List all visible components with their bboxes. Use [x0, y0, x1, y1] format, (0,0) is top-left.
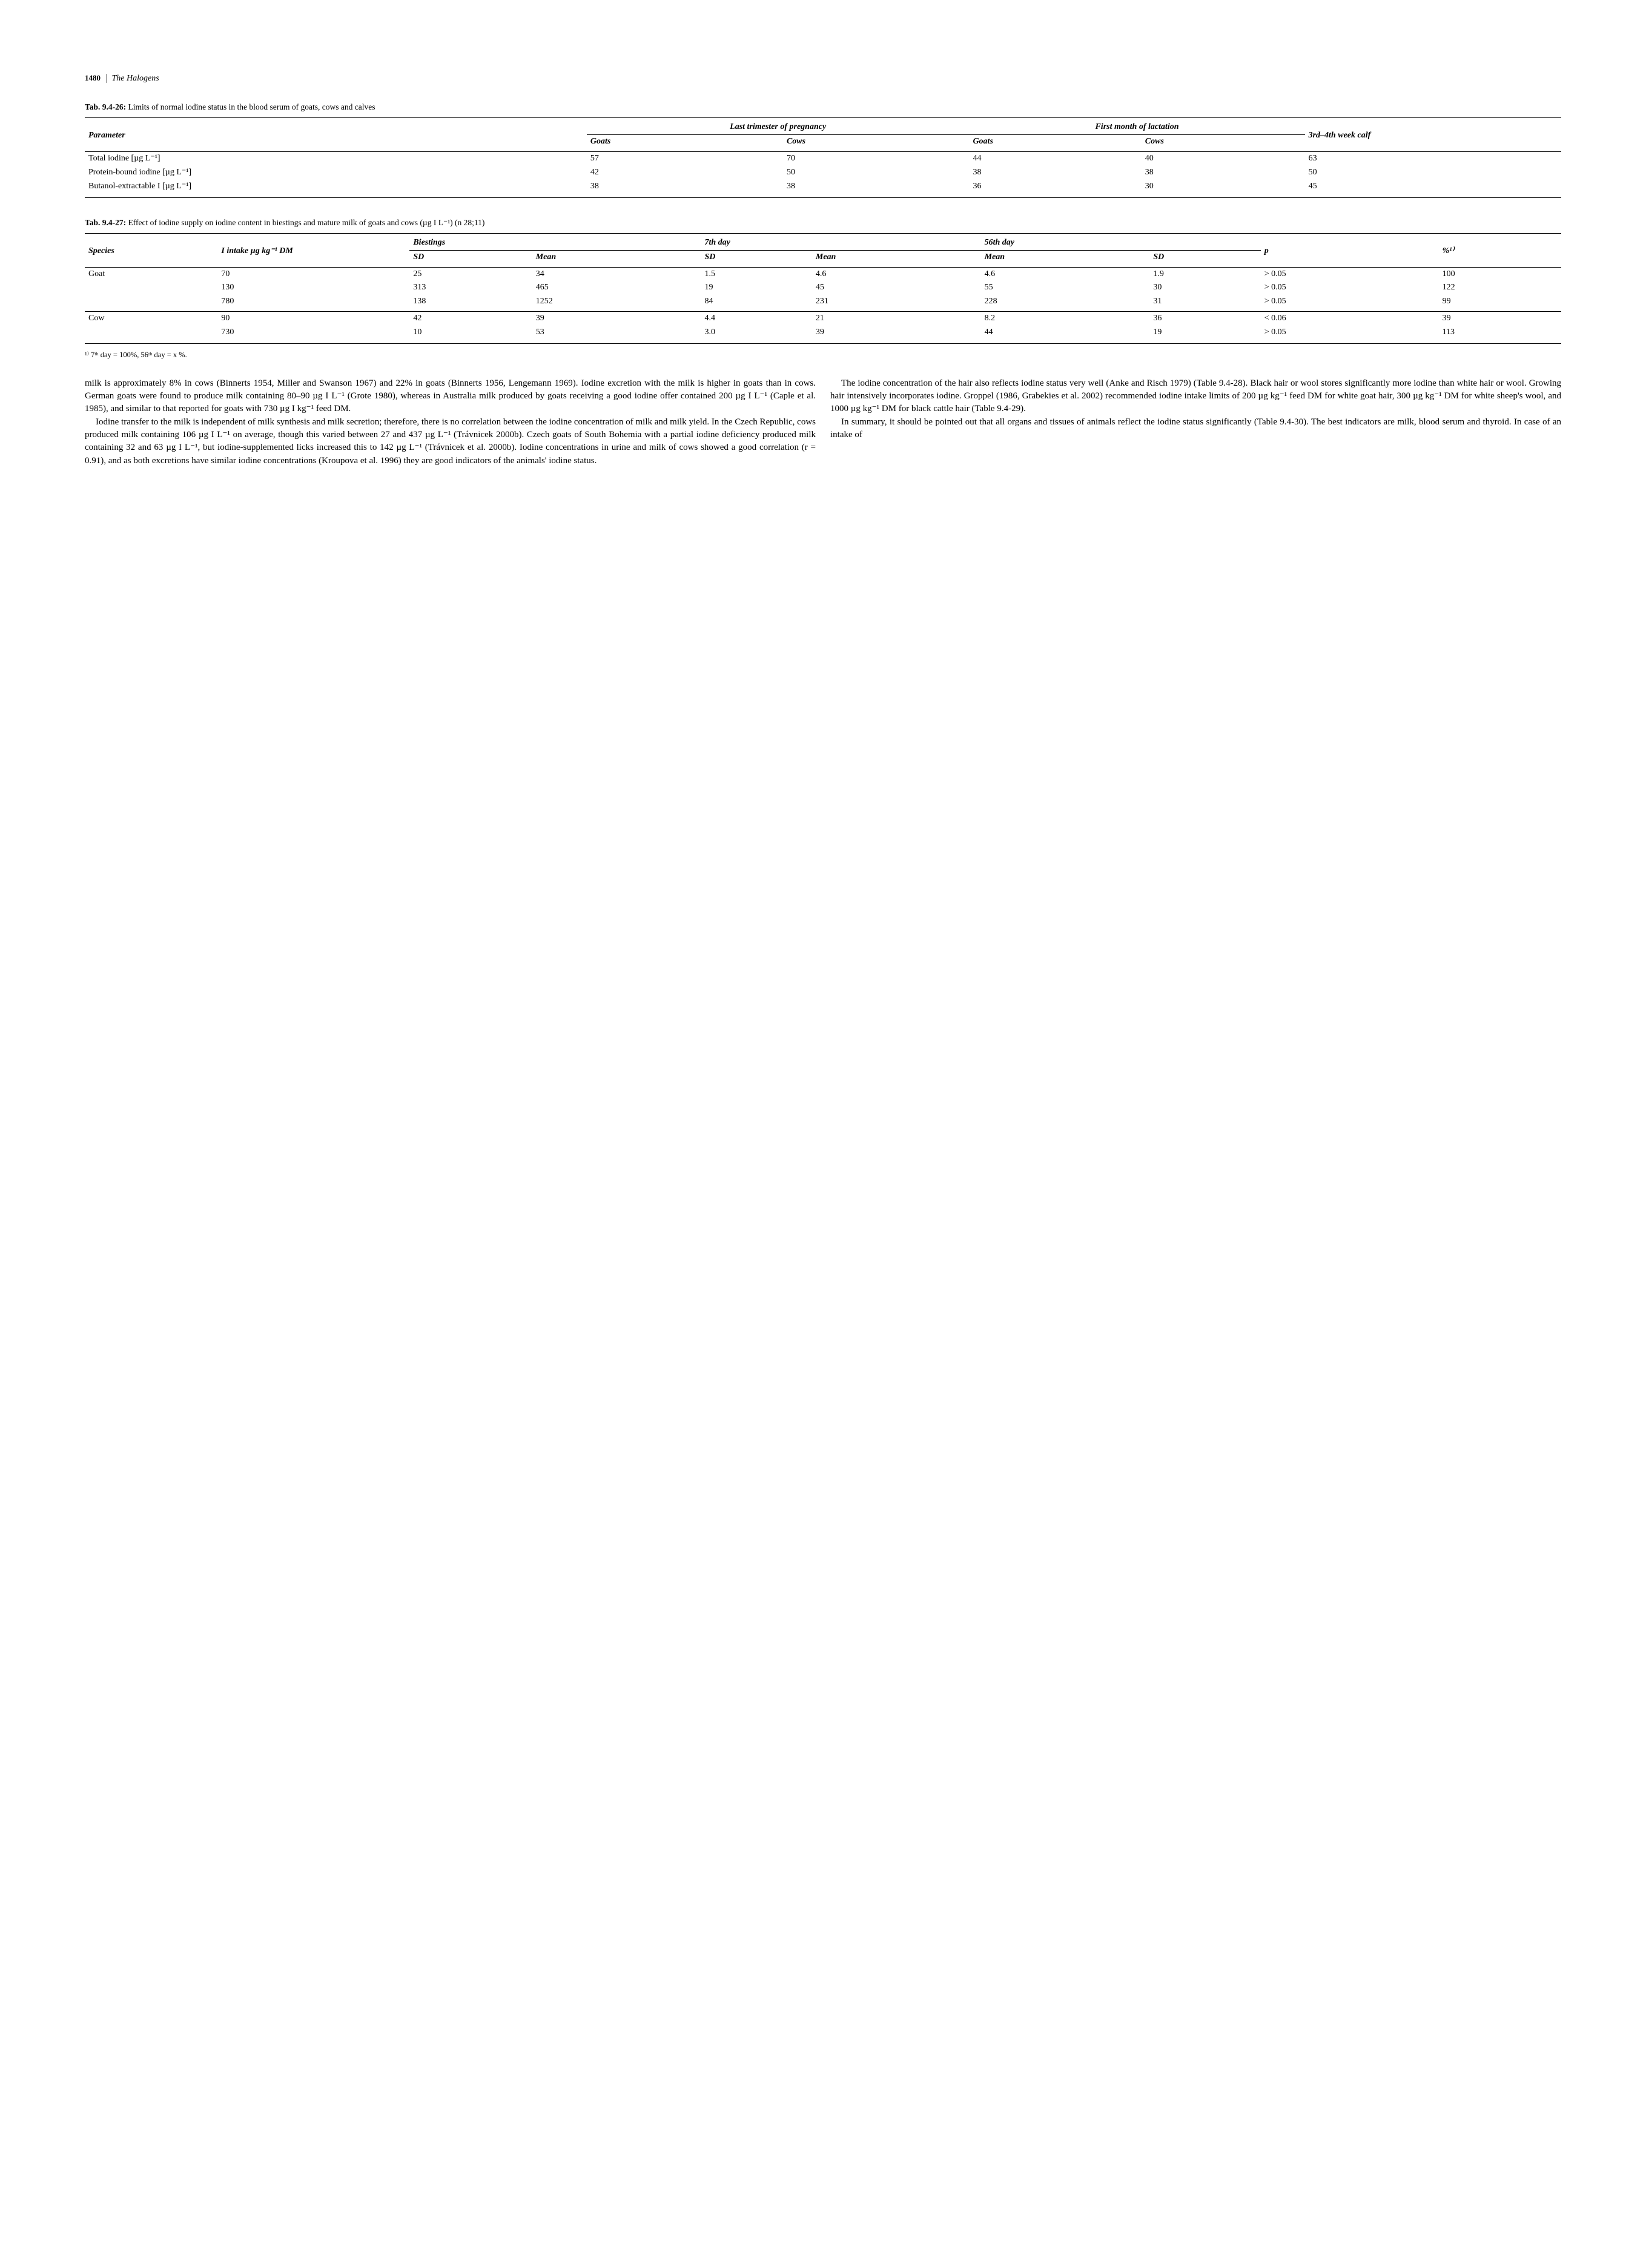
sub-mean: Mean — [981, 250, 1150, 267]
table-27-caption-text: Effect of iodine supply on iodine conten… — [128, 218, 485, 227]
table-row: 780 138 1252 84 231 228 31 > 0.05 99 — [85, 295, 1561, 311]
sub-cows-2: Cows — [1142, 135, 1305, 152]
sub-goats-2: Goats — [969, 135, 1141, 152]
col-percent: %¹⁾ — [1439, 233, 1561, 267]
col-56th-day: 56th day — [981, 233, 1261, 250]
table-27-body: Goat 70 25 34 1.5 4.6 4.6 1.9 > 0.05 100… — [85, 267, 1561, 343]
col-intake: I intake µg kg⁻¹ DM — [217, 233, 409, 267]
table-row: Butanol-extractable I [µg L⁻¹] 38 38 36 … — [85, 180, 1561, 197]
col-p: p — [1261, 233, 1439, 267]
sub-sd: SD — [701, 250, 811, 267]
col-parameter: Parameter — [85, 118, 587, 152]
sub-cows-1: Cows — [783, 135, 969, 152]
col-biestings: Biestings — [409, 233, 701, 250]
table-27: Species I intake µg kg⁻¹ DM Biestings 7t… — [85, 233, 1561, 344]
sub-sd: SD — [409, 250, 532, 267]
table-26-label: Tab. 9.4-26: — [85, 102, 126, 111]
table-27-caption: Tab. 9.4-27: Effect of iodine supply on … — [85, 217, 1561, 228]
table-row: Total iodine [µg L⁻¹] 57 70 44 40 63 — [85, 151, 1561, 165]
table-27-footnote: ¹⁾ 7ᵗʰ day = 100%, 56ᵗʰ day = x %. — [85, 350, 1561, 360]
col-first-month: First month of lactation — [969, 118, 1304, 135]
col-7th-day: 7th day — [701, 233, 980, 250]
body-paragraph: Iodine transfer to the milk is independe… — [85, 416, 816, 467]
body-paragraph: milk is approximately 8% in cows (Binner… — [85, 377, 816, 416]
page-header: 1480 The Halogens — [85, 73, 1561, 85]
table-26: Parameter Last trimester of pregnancy Fi… — [85, 117, 1561, 197]
body-text: milk is approximately 8% in cows (Binner… — [85, 377, 1561, 467]
table-row: 130 313 465 19 45 55 30 > 0.05 122 — [85, 281, 1561, 295]
chapter-title: The Halogens — [107, 74, 159, 83]
table-26-body: Total iodine [µg L⁻¹] 57 70 44 40 63 Pro… — [85, 151, 1561, 197]
sub-mean: Mean — [532, 250, 701, 267]
table-row: Protein-bound iodine [µg L⁻¹] 42 50 38 3… — [85, 166, 1561, 180]
table-26-caption: Tab. 9.4-26: Limits of normal iodine sta… — [85, 102, 1561, 113]
table-row: Cow 90 42 39 4.4 21 8.2 36 < 0.06 39 — [85, 312, 1561, 326]
sub-goats-1: Goats — [587, 135, 783, 152]
col-species: Species — [85, 233, 217, 267]
col-last-trimester: Last trimester of pregnancy — [587, 118, 970, 135]
table-row: 730 10 53 3.0 39 44 19 > 0.05 113 — [85, 326, 1561, 343]
col-week-calf: 3rd–4th week calf — [1305, 118, 1561, 152]
table-26-caption-text: Limits of normal iodine status in the bl… — [128, 102, 375, 111]
body-paragraph: The iodine concentration of the hair als… — [830, 377, 1561, 416]
table-row: Goat 70 25 34 1.5 4.6 4.6 1.9 > 0.05 100 — [85, 267, 1561, 281]
table-27-label: Tab. 9.4-27: — [85, 218, 126, 227]
body-paragraph: In summary, it should be pointed out tha… — [830, 416, 1561, 442]
sub-mean: Mean — [812, 250, 981, 267]
page-number: 1480 — [85, 73, 101, 82]
sub-sd: SD — [1149, 250, 1260, 267]
